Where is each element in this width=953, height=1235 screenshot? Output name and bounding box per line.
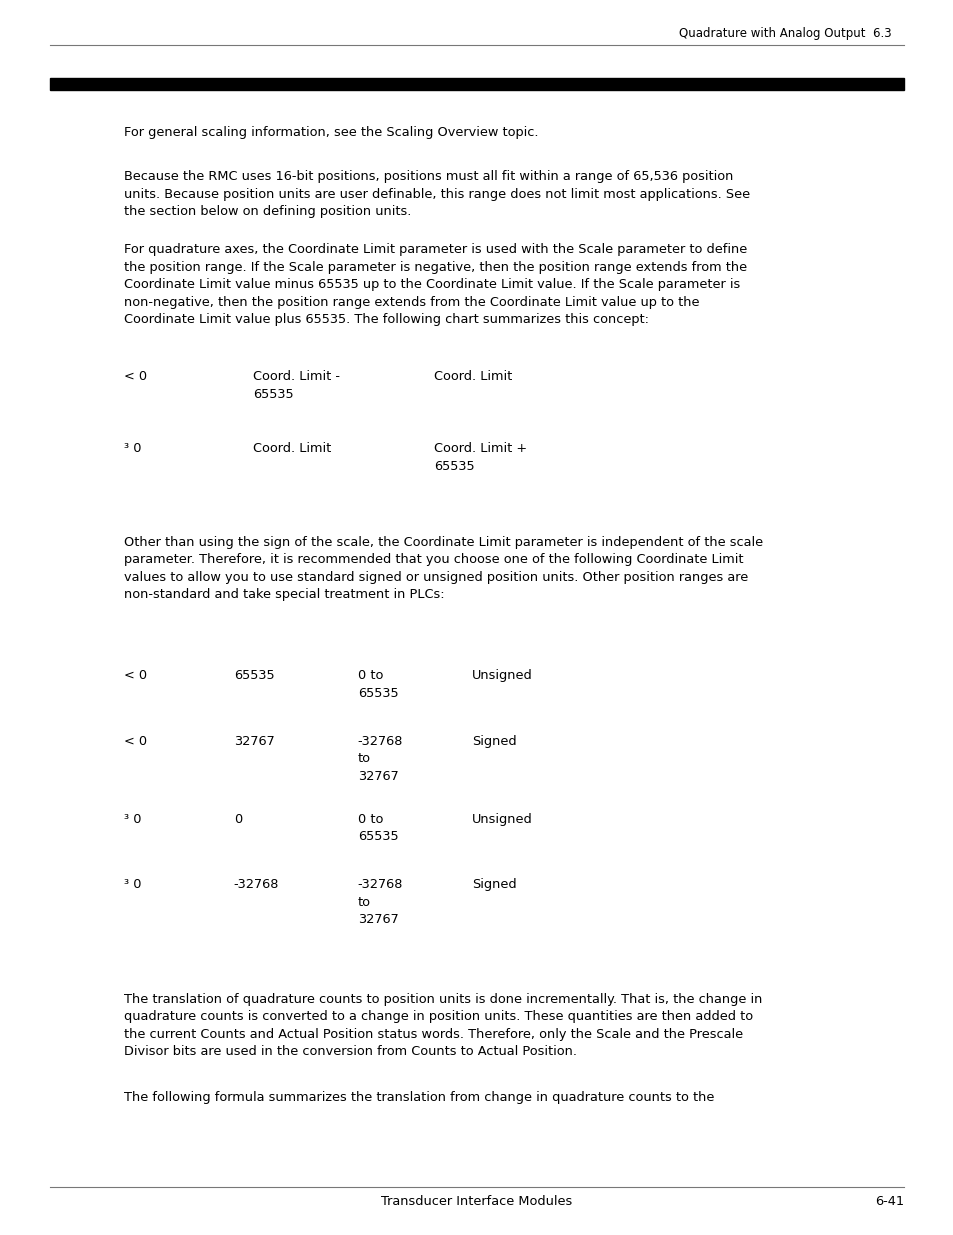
Text: -32768
to
32767: -32768 to 32767 — [357, 878, 403, 926]
Text: ³ 0: ³ 0 — [124, 878, 141, 892]
Text: 0 to
65535: 0 to 65535 — [357, 813, 398, 844]
Text: For quadrature axes, the Coordinate Limit parameter is used with the Scale param: For quadrature axes, the Coordinate Limi… — [124, 243, 746, 326]
Text: Unsigned: Unsigned — [472, 669, 533, 683]
Text: 32767: 32767 — [233, 735, 274, 748]
Text: -32768
to
32767: -32768 to 32767 — [357, 735, 403, 783]
Text: 6-41: 6-41 — [874, 1195, 903, 1208]
Text: For general scaling information, see the Scaling Overview topic.: For general scaling information, see the… — [124, 126, 537, 140]
Text: -32768: -32768 — [233, 878, 279, 892]
Text: Signed: Signed — [472, 878, 517, 892]
Text: Coord. Limit: Coord. Limit — [253, 442, 331, 456]
Text: Transducer Interface Modules: Transducer Interface Modules — [381, 1195, 572, 1208]
Text: Coord. Limit: Coord. Limit — [434, 370, 512, 384]
Text: < 0: < 0 — [124, 669, 147, 683]
Bar — [50, 78, 903, 90]
Text: < 0: < 0 — [124, 370, 147, 384]
Text: ³ 0: ³ 0 — [124, 442, 141, 456]
Text: Unsigned: Unsigned — [472, 813, 533, 826]
Text: Signed: Signed — [472, 735, 517, 748]
Text: Because the RMC uses 16-bit positions, positions must all fit within a range of : Because the RMC uses 16-bit positions, p… — [124, 170, 749, 219]
Text: 65535: 65535 — [233, 669, 274, 683]
Text: Other than using the sign of the scale, the Coordinate Limit parameter is indepe: Other than using the sign of the scale, … — [124, 536, 762, 601]
Text: ³ 0: ³ 0 — [124, 813, 141, 826]
Text: Coord. Limit -
65535: Coord. Limit - 65535 — [253, 370, 339, 401]
Text: Coord. Limit +
65535: Coord. Limit + 65535 — [434, 442, 527, 473]
Text: < 0: < 0 — [124, 735, 147, 748]
Text: 0 to
65535: 0 to 65535 — [357, 669, 398, 700]
Text: The following formula summarizes the translation from change in quadrature count: The following formula summarizes the tra… — [124, 1091, 714, 1104]
Text: 0: 0 — [233, 813, 242, 826]
Text: Quadrature with Analog Output  6.3: Quadrature with Analog Output 6.3 — [679, 27, 891, 41]
Text: The translation of quadrature counts to position units is done incrementally. Th: The translation of quadrature counts to … — [124, 993, 761, 1058]
